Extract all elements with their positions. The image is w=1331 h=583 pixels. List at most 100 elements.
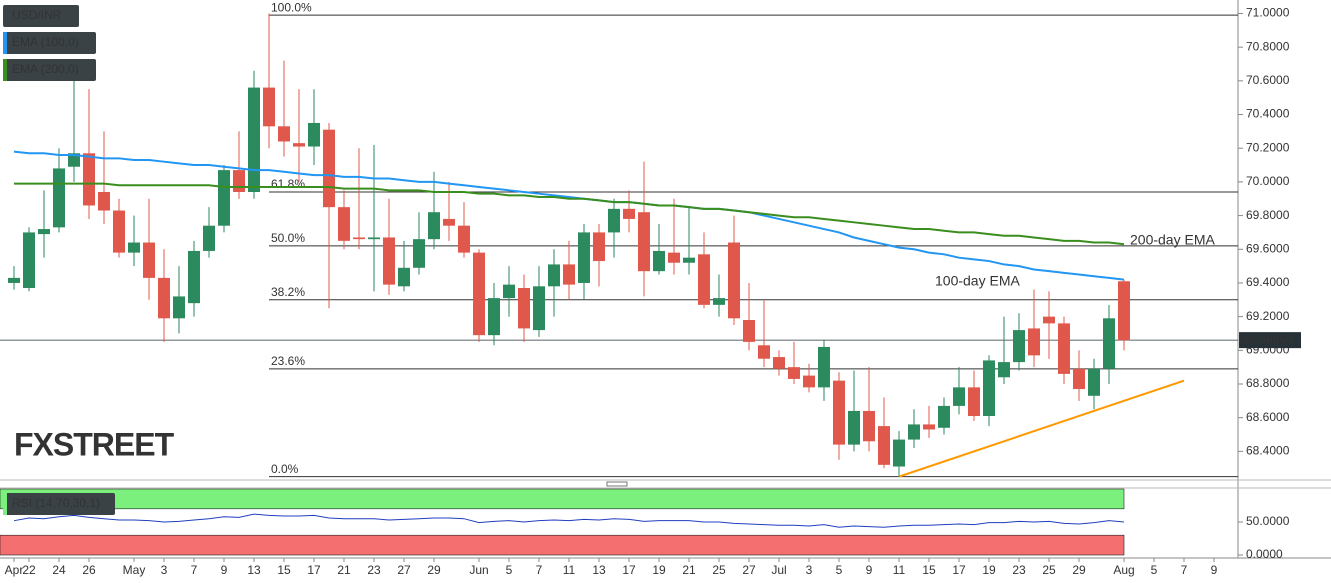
candle-body [743, 320, 755, 342]
x-tick-label: May [123, 563, 146, 577]
y-tick-label: 69.4000 [1246, 275, 1290, 289]
candle-body [323, 129, 335, 208]
legend-entry-swatch [3, 59, 7, 81]
candle-body [413, 239, 425, 268]
candle-body [818, 346, 830, 388]
y-tick-label: 71.0000 [1246, 6, 1290, 20]
candle-body [398, 267, 410, 287]
candle-body [8, 277, 20, 283]
candle-body [353, 237, 365, 240]
legend-entry-box [3, 59, 96, 81]
x-tick-label: 21 [682, 563, 696, 577]
y-tick-label: 68.8000 [1246, 376, 1290, 390]
rsi-line [13, 513, 1125, 528]
x-tick-label: 21 [337, 563, 351, 577]
candle-body [53, 168, 65, 228]
x-tick-label: Jun [469, 563, 488, 577]
legend-title-box [3, 5, 79, 27]
x-tick-label: 7 [191, 563, 198, 577]
candle-body [548, 264, 560, 287]
candle-body [533, 286, 545, 331]
x-tick-label: 26 [82, 563, 96, 577]
x-tick-label: 5 [836, 563, 843, 577]
x-tick-label: 5 [506, 563, 513, 577]
candle-body [653, 250, 665, 272]
legend-entry: EMA (200,0) [12, 62, 79, 76]
candle-body [893, 439, 905, 467]
candle-body [803, 375, 815, 388]
candle-body [488, 298, 500, 336]
y-tick-label: 69.8000 [1246, 208, 1290, 222]
x-tick-label: 19 [652, 563, 666, 577]
candle-body [668, 252, 680, 263]
x-tick-label: 29 [427, 563, 441, 577]
legend-entry: EMA (100,0) [12, 35, 79, 49]
x-tick-label: 9 [221, 563, 228, 577]
candle-body [113, 210, 125, 253]
last-price-tag [1239, 332, 1301, 349]
fib-level-label: 50.0% [271, 231, 305, 245]
candle-body [338, 207, 350, 241]
candle-body [23, 232, 35, 288]
y-tick-label: 68.4000 [1246, 444, 1290, 458]
candle-body [713, 298, 725, 305]
y-tick-label: 70.0000 [1246, 174, 1290, 188]
x-tick-label: 13 [247, 563, 261, 577]
panel-resize-handle[interactable] [606, 481, 628, 487]
legend-entry-swatch [3, 32, 7, 54]
rsi-y-tick-label: 50.0000 [1246, 514, 1290, 528]
candle-body [998, 362, 1010, 378]
rsi-legend-swatch [3, 493, 7, 515]
x-tick-label: 27 [397, 563, 411, 577]
rsi-legend: RSI (14,70,30,1) [12, 496, 100, 510]
candle-body [173, 296, 185, 319]
x-tick-label: 23 [367, 563, 381, 577]
candle-body [1013, 330, 1025, 363]
candle-body [1103, 318, 1115, 369]
legend-entry-box [3, 32, 96, 54]
x-tick-label: 15 [277, 563, 291, 577]
candle-body [938, 405, 950, 428]
y-tick-label: 70.6000 [1246, 73, 1290, 87]
y-tick-label: 70.4000 [1246, 107, 1290, 121]
rsi-y-tick-label: 0.0000 [1246, 547, 1283, 561]
candle-body [308, 122, 320, 147]
candle-body [278, 126, 290, 142]
candle-body [68, 153, 80, 167]
x-tick-label: Apr [5, 563, 24, 577]
x-tick-label: 3 [161, 563, 168, 577]
x-tick-label: 11 [563, 563, 576, 577]
candle-body [878, 426, 890, 465]
candle-body [473, 252, 485, 336]
candle-body [788, 367, 800, 379]
last-price-label: 69.06050 [1243, 332, 1293, 346]
candle-body [233, 170, 245, 192]
ema-line [13, 150, 1125, 281]
x-tick-label: 7 [1181, 563, 1188, 577]
candle-body [1028, 328, 1040, 356]
y-tick-label: 68.6000 [1246, 410, 1290, 424]
x-tick-label: 3 [806, 563, 813, 577]
candle-body [578, 232, 590, 283]
x-tick-label: 23 [1012, 563, 1026, 577]
x-tick-label: 25 [712, 563, 726, 577]
candle-body [188, 250, 200, 304]
x-tick-label: 11 [893, 563, 906, 577]
x-tick-label: 9 [1211, 563, 1218, 577]
x-tick-label: 24 [52, 563, 66, 577]
candle-body [248, 87, 260, 192]
candle-body [683, 257, 695, 263]
candle-body [428, 212, 440, 240]
candle-body [983, 360, 995, 416]
ema-line [14, 182, 1125, 246]
x-tick-label: 27 [742, 563, 756, 577]
candle-body [623, 208, 635, 219]
candle-body [923, 424, 935, 430]
x-tick-label: 17 [952, 563, 966, 577]
rsi-legend-box [3, 493, 115, 515]
candle-body [1088, 368, 1100, 396]
candle-body [293, 143, 305, 147]
candle-body [968, 387, 980, 416]
legend-title: USD/INR [12, 8, 62, 22]
x-tick-label: 7 [536, 563, 543, 577]
